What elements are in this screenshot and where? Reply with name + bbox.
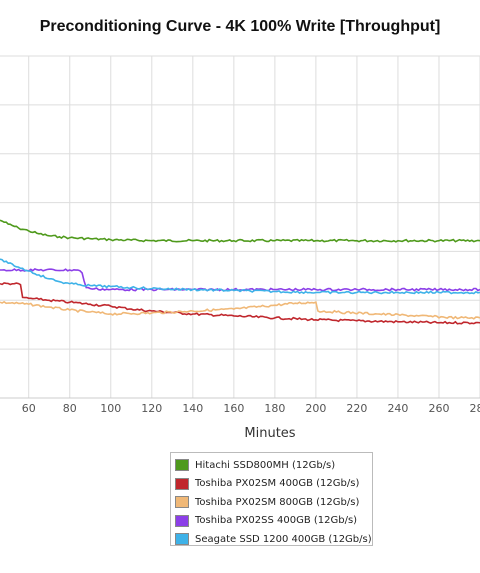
x-tick-label: 260 [428, 402, 449, 415]
legend-swatch [175, 477, 189, 490]
x-tick-label: 100 [100, 402, 121, 415]
legend-item: Seagate SSD 1200 400GB (12Gb/s) [175, 530, 372, 549]
x-tick-label: 220 [346, 402, 367, 415]
x-tick-labels: 60 80 100 120 140 160 180 200 220 240 260 280 [22, 402, 480, 415]
x-tick-label: 60 [22, 402, 36, 415]
x-tick-label: 180 [264, 402, 285, 415]
series-line-1 [0, 219, 480, 243]
series-layer [0, 219, 480, 325]
legend-swatch [175, 496, 189, 509]
x-tick-label: 80 [63, 402, 77, 415]
legend-item: Toshiba PX02SS 400GB (12Gb/s) [175, 512, 368, 531]
series-line-5 [0, 258, 480, 295]
grid-lines [0, 55, 480, 399]
legend-label: Seagate SSD 1200 400GB (12Gb/s) [195, 533, 372, 545]
legend-swatch [175, 514, 189, 527]
legend-item: Toshiba PX02SM 800GB (12Gb/s) [175, 493, 368, 512]
legend: Hitachi SSD800MH (12Gb/s) Toshiba PX02SM … [170, 452, 373, 546]
legend-label: Toshiba PX02SM 800GB (12Gb/s) [195, 496, 360, 508]
legend-label: Toshiba PX02SM 400GB (12Gb/s) [195, 478, 360, 490]
x-tick-label: 160 [223, 402, 244, 415]
legend-swatch [175, 459, 189, 472]
x-tick-label: 120 [141, 402, 162, 415]
legend-swatch [175, 533, 189, 546]
x-tick-label: 240 [387, 402, 408, 415]
x-tick-label: 280 [470, 402, 480, 415]
series-line-2 [0, 282, 480, 325]
series-line-4 [0, 267, 480, 292]
legend-label: Toshiba PX02SS 400GB (12Gb/s) [195, 515, 358, 527]
legend-item: Toshiba PX02SM 400GB (12Gb/s) [175, 475, 368, 494]
legend-item: Hitachi SSD800MH (12Gb/s) [175, 456, 368, 475]
series-line-3 [0, 300, 480, 320]
x-axis-title: Minutes [244, 426, 295, 441]
x-tick-label: 140 [182, 402, 203, 415]
legend-label: Hitachi SSD800MH (12Gb/s) [195, 459, 336, 471]
x-tick-label: 200 [305, 402, 326, 415]
chart-title: Preconditioning Curve - 4K 100% Write [T… [39, 18, 441, 35]
